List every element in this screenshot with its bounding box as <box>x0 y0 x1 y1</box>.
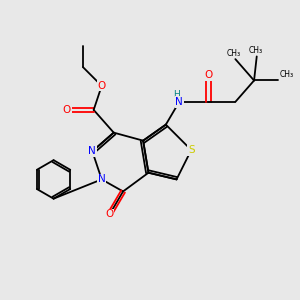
Text: H: H <box>173 90 180 99</box>
Text: O: O <box>63 105 71 115</box>
Text: N: N <box>98 174 106 184</box>
Text: S: S <box>188 145 195 155</box>
Text: N: N <box>175 97 183 107</box>
Text: N: N <box>88 146 96 156</box>
Text: O: O <box>205 70 213 80</box>
Text: CH₃: CH₃ <box>280 70 294 79</box>
Text: O: O <box>106 209 114 219</box>
Text: CH₃: CH₃ <box>248 46 262 55</box>
Text: O: O <box>98 81 106 91</box>
Text: CH₃: CH₃ <box>227 49 241 58</box>
